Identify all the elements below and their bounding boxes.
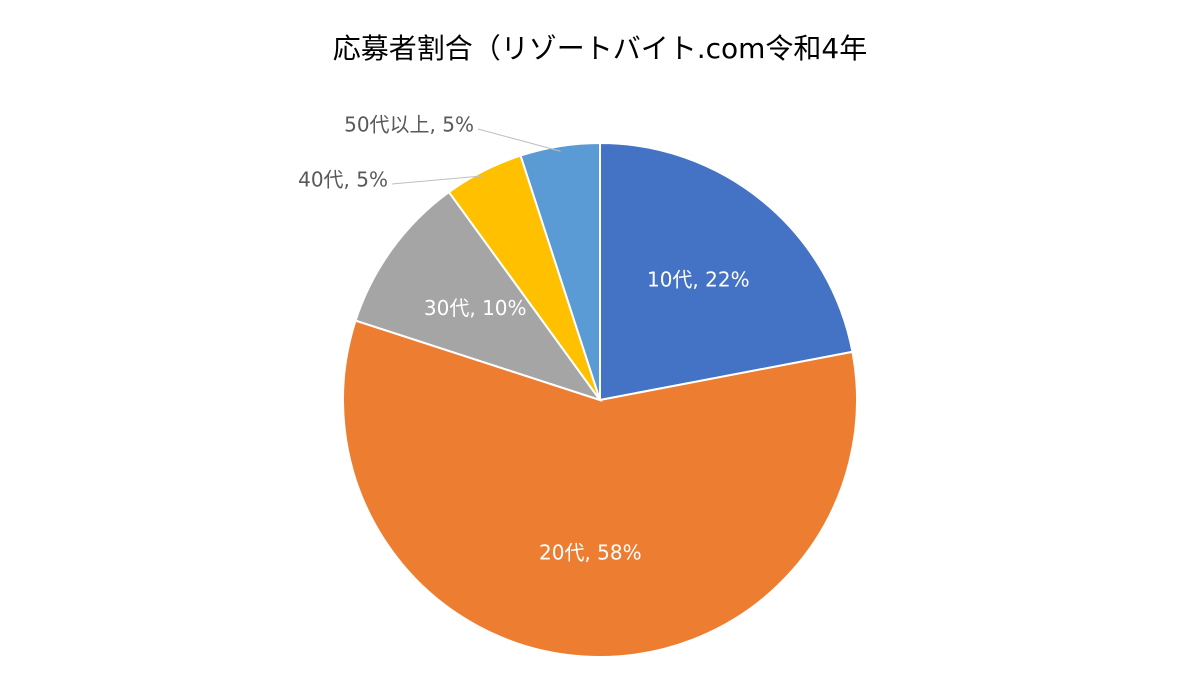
pie-slice	[599, 141, 854, 402]
data-label: 30代, 10%	[424, 296, 527, 320]
data-label: 20代, 58%	[539, 540, 642, 564]
pie-slice	[342, 319, 858, 658]
pie-slice	[354, 190, 603, 402]
data-label: 50代以上, 5%	[344, 113, 474, 137]
chart-title: 応募者割合（リゾートバイト.com令和4年	[333, 32, 868, 65]
leader-line	[391, 175, 486, 185]
data-label: 10代, 22%	[647, 268, 750, 292]
leader-line	[477, 128, 561, 152]
pie-slice	[519, 141, 601, 401]
data-label: 40代, 5%	[298, 168, 388, 192]
